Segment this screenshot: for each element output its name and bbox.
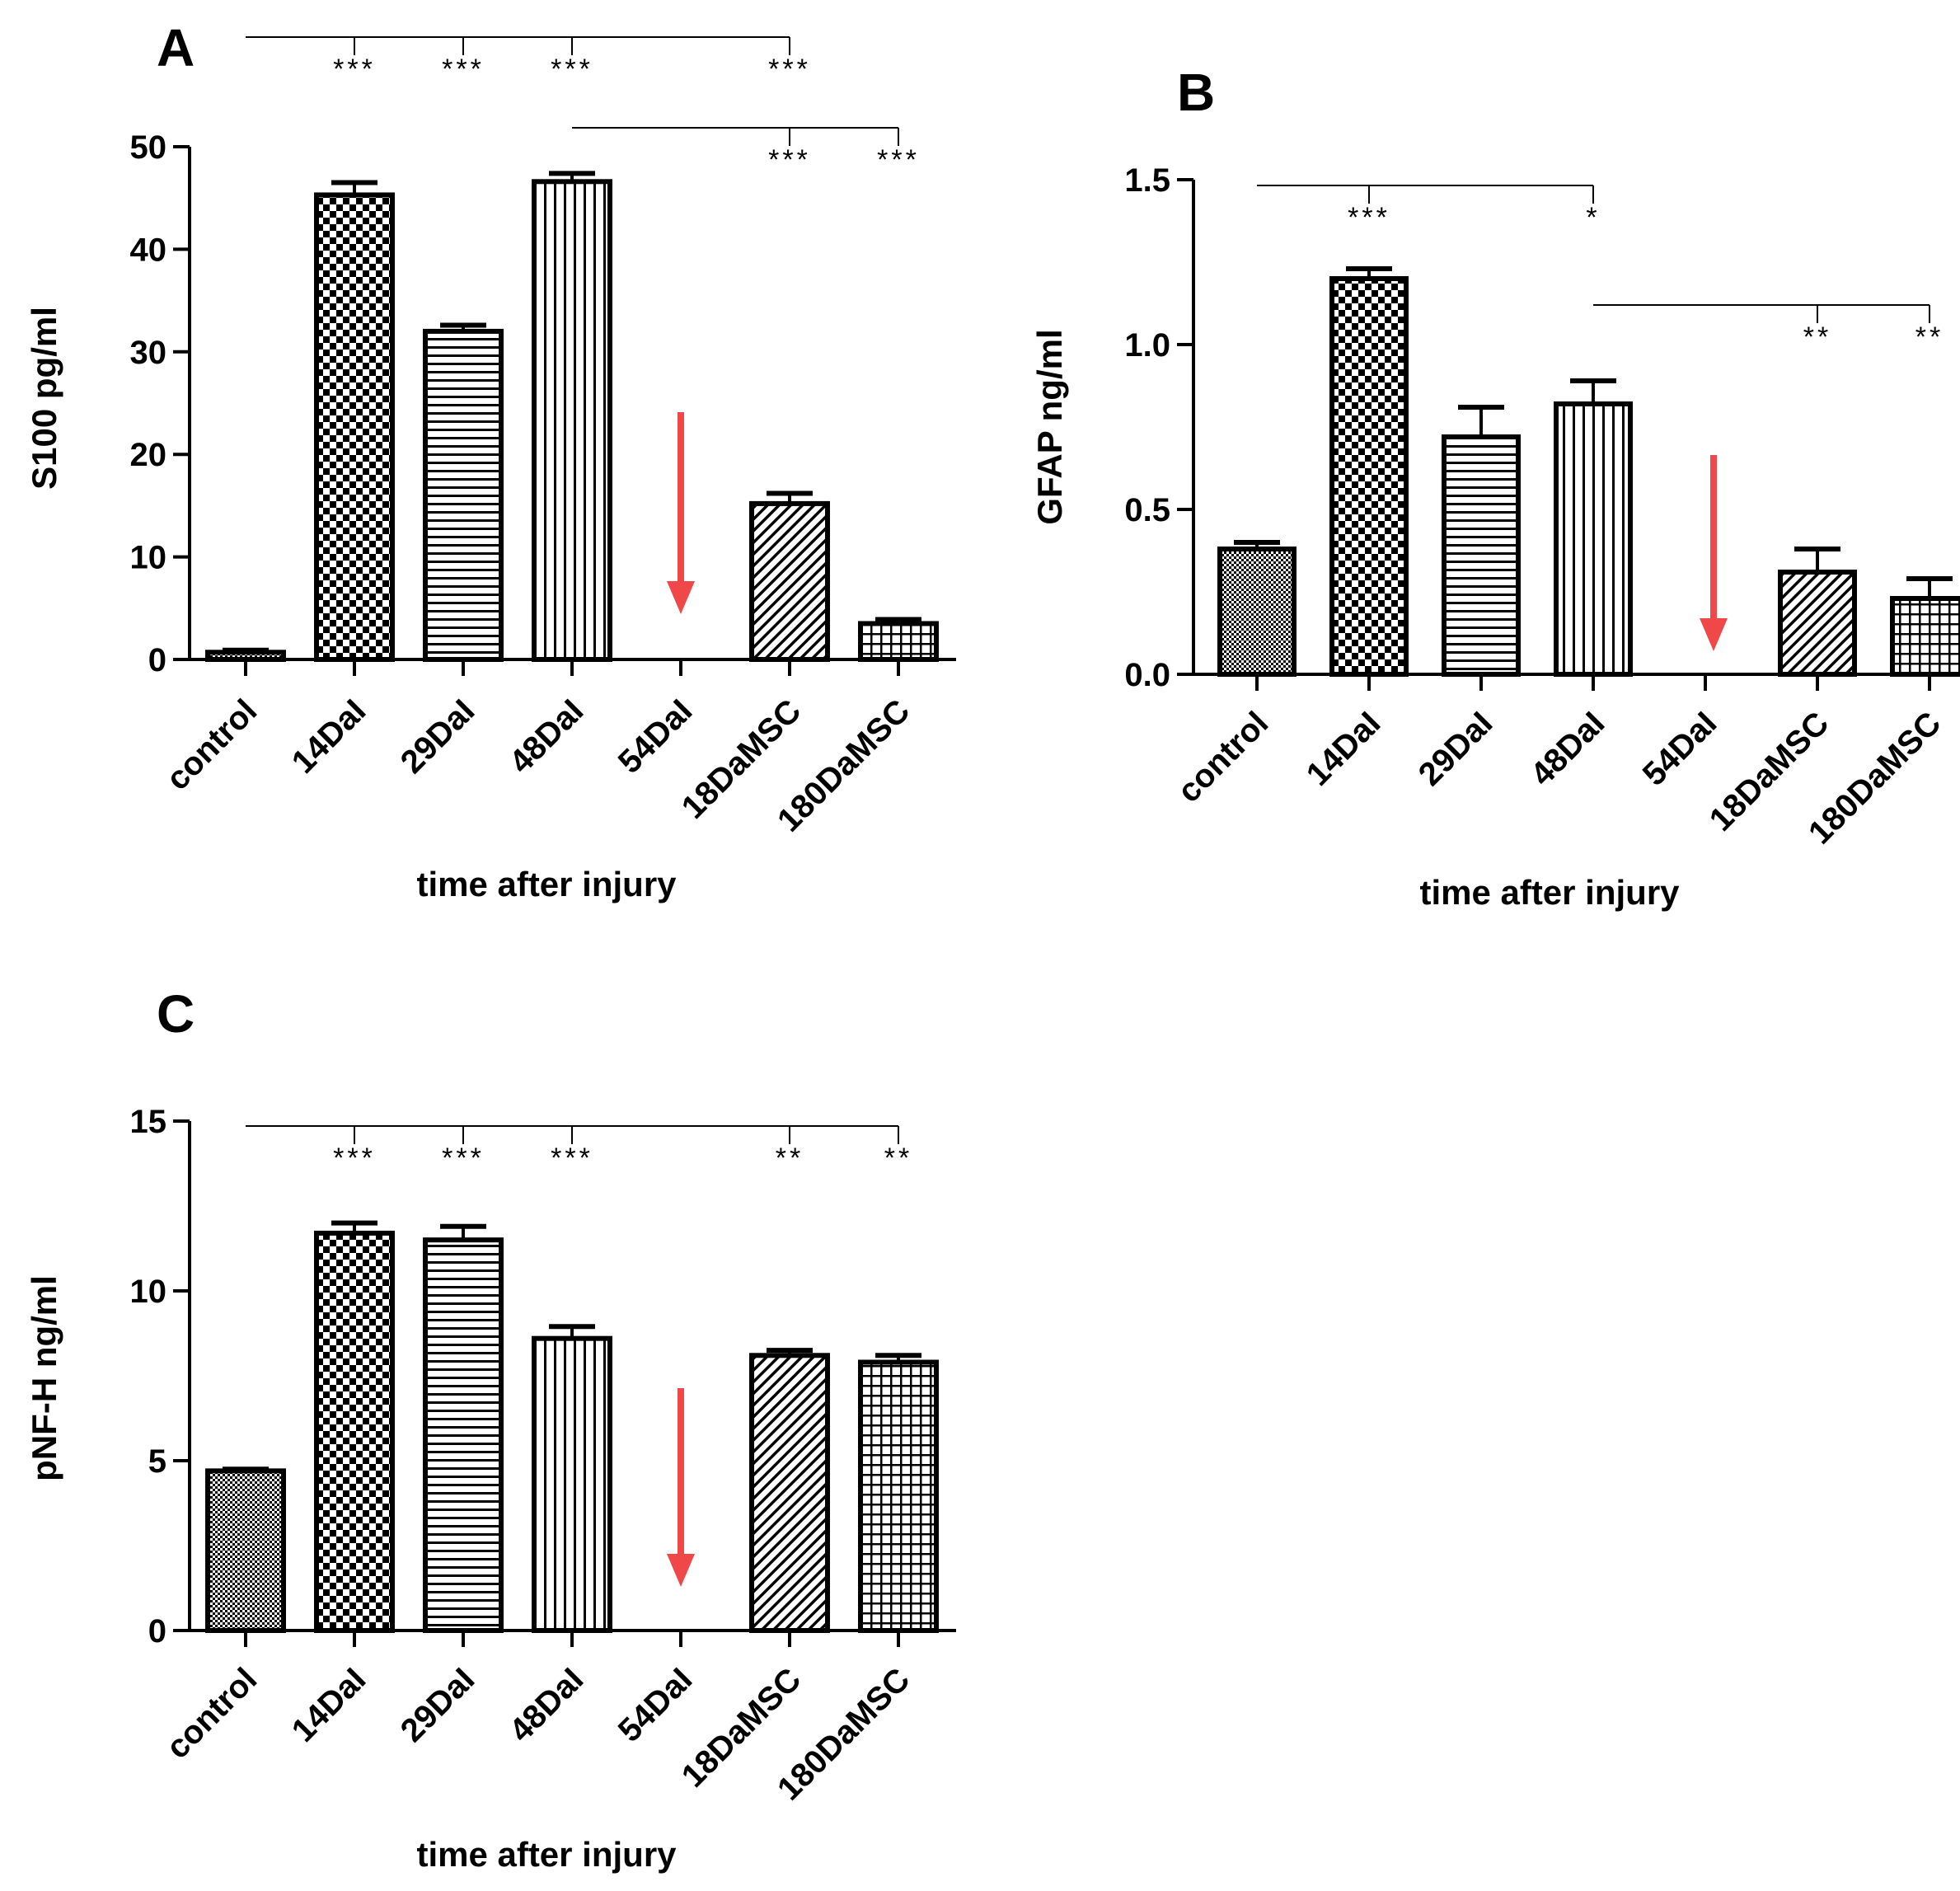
panel-c-y-axis-title: pNF-H ng/ml (25, 1275, 63, 1481)
panel-b-chart: B 0.0 0.5 1.0 1.5 control 14DaI 29DaI 48DaI 54Da… (1030, 63, 1960, 912)
panel-b-y-tick-label: 1.0 (1124, 327, 1170, 364)
panel-c-x-axis-title: time after injury (416, 1835, 677, 1874)
panel-a-red-arrow-head (667, 581, 695, 614)
panel-a-y-tick-label: 30 (130, 335, 167, 371)
panel-a-bar-control (205, 650, 286, 662)
panel-c-bar-180damsc (858, 1359, 939, 1634)
panel-b-category-label: 29DaI (1412, 705, 1500, 793)
panel-a-category-label: 54DaI (612, 692, 700, 781)
panel-b-category-label: 14DaI (1300, 705, 1388, 793)
panel-c-bar-48dai (532, 1335, 612, 1634)
panel-b-significance-label: *** (1348, 202, 1390, 233)
panel-a-y-tick-label: 0 (148, 642, 166, 678)
panel-c-bar-18damsc (749, 1353, 830, 1634)
panel-a-significance-label: *** (877, 144, 920, 176)
panel-b-bar-control (1217, 547, 1297, 677)
panel-a-y-tick-label: 10 (130, 540, 167, 576)
panel-a-bar-48dai (532, 179, 612, 662)
panel-a-y-tick-label: 40 (130, 232, 167, 268)
panel-b-category-label: control (1170, 705, 1275, 809)
panel-c-y-tick-label: 5 (148, 1443, 166, 1480)
panel-a-category-label: control (159, 692, 264, 797)
panel-c-bar-29dai (423, 1237, 504, 1633)
panel-c-category-label: control (159, 1661, 264, 1766)
panel-c-category-label: 29DaI (394, 1661, 482, 1749)
panel-c-significance-label: ** (776, 1143, 804, 1174)
panel-b-bar-29dai (1442, 434, 1521, 677)
panel-a-category-label: 14DaI (285, 692, 373, 781)
panel-a-category-label: 29DaI (394, 692, 482, 781)
panel-c-significance-label: *** (551, 1143, 593, 1174)
panel-b-y-axis-title: GFAP ng/ml (1030, 329, 1069, 524)
panel-a-significance-label: *** (768, 144, 811, 176)
panel-c-y-tick-label: 0 (148, 1613, 166, 1649)
panel-b-bar-18damsc (1778, 570, 1857, 677)
panel-a-y-tick-label: 20 (130, 437, 167, 473)
panel-a-y-axis-title: S100 pg/ml (25, 307, 63, 490)
panel-c-category-label: 54DaI (612, 1661, 700, 1749)
panel-b-category-label: 48DaI (1524, 705, 1612, 793)
panel-b-y-tick-label: 0.0 (1124, 657, 1170, 693)
panel-b-significance-label: ** (1915, 321, 1944, 353)
panel-b-significance-label: * (1586, 202, 1600, 233)
panel-c-category-label: 48DaI (503, 1661, 591, 1749)
panel-a-category-label: 48DaI (503, 692, 591, 781)
panel-c-bar-14dai (314, 1230, 395, 1633)
panel-a-chart: A 0 10 20 30 40 50 control 14DaI 29DaI 48DaI 54DaI… (25, 18, 956, 903)
panel-c-significance-label: ** (884, 1143, 912, 1174)
panel-b-bar-14dai (1329, 276, 1409, 677)
panel-c-category-label: 14DaI (285, 1661, 373, 1749)
panel-a-significance-label: *** (442, 54, 485, 85)
panel-a-significance-label: *** (333, 54, 376, 85)
panel-b-category-label: 54DaI (1636, 705, 1724, 793)
panel-c-y-tick-label: 15 (130, 1104, 167, 1140)
panel-a-bar-29dai (423, 328, 504, 662)
panel-c-bar-control (205, 1468, 286, 1633)
panel-c-y-tick-label: 10 (130, 1274, 167, 1310)
panel-a-bar-180damsc (858, 621, 939, 663)
panel-b-red-arrow-head (1700, 618, 1728, 651)
panel-a-significance-label: *** (551, 54, 593, 85)
panel-b-bar-180damsc (1890, 596, 1960, 677)
panel-a-y-tick-label: 50 (130, 129, 167, 166)
panel-a-significance-label: *** (768, 54, 811, 85)
panel-b-bar-48dai (1554, 401, 1633, 677)
panel-b-x-axis-title: time after injury (1419, 873, 1680, 912)
panel-a-bar-14dai (314, 192, 395, 662)
panel-b-y-tick-label: 1.5 (1124, 162, 1170, 199)
panel-c-significance-label: *** (442, 1143, 485, 1174)
panel-c-letter: C (157, 984, 195, 1044)
panel-b-significance-label: ** (1803, 321, 1831, 353)
panel-a-bar-18damsc (749, 500, 830, 662)
panel-a-x-axis-title: time after injury (416, 865, 677, 903)
panel-b-y-tick-label: 0.5 (1124, 492, 1170, 528)
panel-a-letter: A (157, 18, 195, 77)
panel-c-red-arrow-head (667, 1554, 695, 1587)
panel-b-letter: B (1177, 63, 1215, 122)
panel-c-significance-label: *** (333, 1143, 376, 1174)
